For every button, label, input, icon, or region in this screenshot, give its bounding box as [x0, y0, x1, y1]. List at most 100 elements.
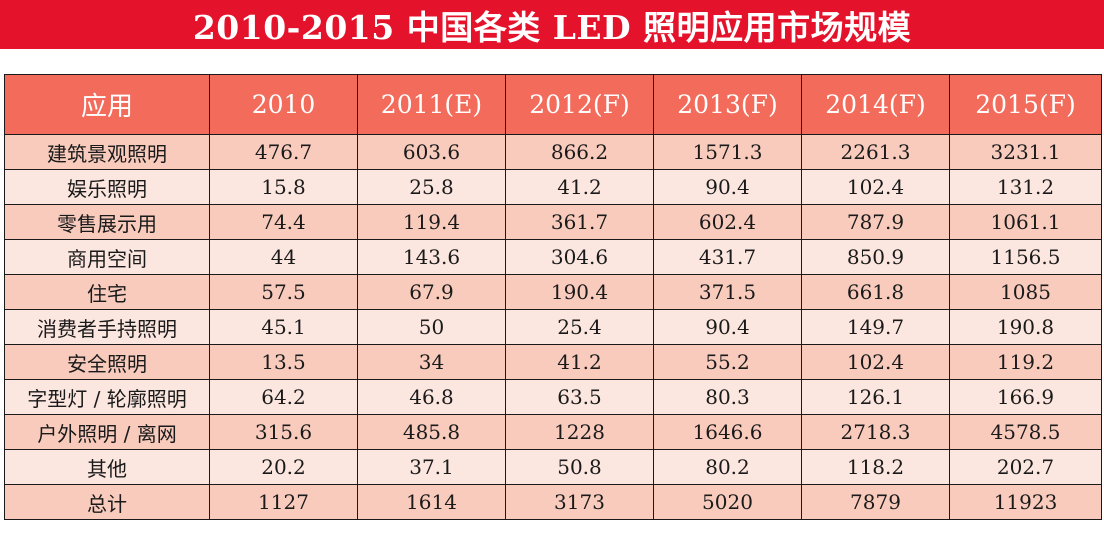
value-cell: 1156.5 — [949, 239, 1102, 275]
value-cell: 118.2 — [801, 449, 950, 485]
value-cell: 371.5 — [653, 274, 802, 310]
value-cell: 4578.5 — [949, 414, 1102, 450]
value-cell: 25.8 — [357, 169, 506, 205]
title-bar: 2010-2015 中国各类 LED 照明应用市场规模 — [0, 0, 1104, 49]
row-label: 字型灯 / 轮廓照明 — [4, 379, 210, 415]
value-cell: 485.8 — [357, 414, 506, 450]
value-cell: 1646.6 — [653, 414, 802, 450]
chart-title: 2010-2015 中国各类 LED 照明应用市场规模 — [192, 7, 912, 47]
value-cell: 11923 — [949, 484, 1102, 520]
value-cell: 602.4 — [653, 204, 802, 240]
table-row: 其他 20.2 37.1 50.8 80.2 118.2 202.7 — [4, 449, 1102, 485]
table-body: 建筑景观照明 476.7 603.6 866.2 1571.3 2261.3 3231.1 娱… — [4, 134, 1102, 520]
value-cell: 190.8 — [949, 309, 1102, 345]
row-label: 其他 — [4, 449, 210, 485]
value-cell: 55.2 — [653, 344, 802, 380]
value-cell: 37.1 — [357, 449, 506, 485]
value-cell: 50 — [357, 309, 506, 345]
row-label: 零售展示用 — [4, 204, 210, 240]
value-cell: 44 — [209, 239, 358, 275]
header-cell-application: 应用 — [4, 74, 210, 135]
value-cell: 361.7 — [505, 204, 654, 240]
table-row: 商用空间 44 143.6 304.6 431.7 850.9 1156.5 — [4, 239, 1102, 275]
table-row: 零售展示用 74.4 119.4 361.7 602.4 787.9 1061.1 — [4, 204, 1102, 240]
value-cell: 63.5 — [505, 379, 654, 415]
value-cell: 431.7 — [653, 239, 802, 275]
header-cell-year: 2012(F) — [505, 74, 654, 135]
value-cell: 1127 — [209, 484, 358, 520]
header-cell-year: 2011(E) — [357, 74, 506, 135]
value-cell: 50.8 — [505, 449, 654, 485]
value-cell: 41.2 — [505, 169, 654, 205]
value-cell: 1614 — [357, 484, 506, 520]
market-size-table-container: 应用 2010 2011(E) 2012(F) 2013(F) 2014(F) 2015(F… — [4, 74, 1102, 520]
value-cell: 850.9 — [801, 239, 950, 275]
header-cell-year: 2013(F) — [653, 74, 802, 135]
value-cell: 34 — [357, 344, 506, 380]
value-cell: 304.6 — [505, 239, 654, 275]
row-label: 消费者手持照明 — [4, 309, 210, 345]
value-cell: 41.2 — [505, 344, 654, 380]
value-cell: 315.6 — [209, 414, 358, 450]
header-cell-year: 2010 — [209, 74, 358, 135]
value-cell: 5020 — [653, 484, 802, 520]
value-cell: 1061.1 — [949, 204, 1102, 240]
value-cell: 2261.3 — [801, 134, 950, 170]
value-cell: 190.4 — [505, 274, 654, 310]
value-cell: 476.7 — [209, 134, 358, 170]
value-cell: 119.4 — [357, 204, 506, 240]
value-cell: 119.2 — [949, 344, 1102, 380]
value-cell: 80.2 — [653, 449, 802, 485]
row-label: 住宅 — [4, 274, 210, 310]
table-row: 娱乐照明 15.8 25.8 41.2 90.4 102.4 131.2 — [4, 169, 1102, 205]
table-row: 安全照明 13.5 34 41.2 55.2 102.4 119.2 — [4, 344, 1102, 380]
value-cell: 126.1 — [801, 379, 950, 415]
value-cell: 67.9 — [357, 274, 506, 310]
table-row: 住宅 57.5 67.9 190.4 371.5 661.8 1085 — [4, 274, 1102, 310]
row-label: 户外照明 / 离网 — [4, 414, 210, 450]
value-cell: 102.4 — [801, 344, 950, 380]
table-row: 消费者手持照明 45.1 50 25.4 90.4 149.7 190.8 — [4, 309, 1102, 345]
value-cell: 202.7 — [949, 449, 1102, 485]
value-cell: 74.4 — [209, 204, 358, 240]
value-cell: 866.2 — [505, 134, 654, 170]
row-label: 总计 — [4, 484, 210, 520]
row-label: 娱乐照明 — [4, 169, 210, 205]
value-cell: 3173 — [505, 484, 654, 520]
value-cell: 64.2 — [209, 379, 358, 415]
value-cell: 80.3 — [653, 379, 802, 415]
table-header-row: 应用 2010 2011(E) 2012(F) 2013(F) 2014(F) 2015(F… — [4, 74, 1102, 135]
value-cell: 15.8 — [209, 169, 358, 205]
value-cell: 661.8 — [801, 274, 950, 310]
header-cell-year: 2014(F) — [801, 74, 950, 135]
value-cell: 7879 — [801, 484, 950, 520]
value-cell: 1571.3 — [653, 134, 802, 170]
value-cell: 149.7 — [801, 309, 950, 345]
value-cell: 166.9 — [949, 379, 1102, 415]
value-cell: 20.2 — [209, 449, 358, 485]
value-cell: 102.4 — [801, 169, 950, 205]
value-cell: 90.4 — [653, 169, 802, 205]
value-cell: 787.9 — [801, 204, 950, 240]
table-row: 字型灯 / 轮廓照明 64.2 46.8 63.5 80.3 126.1 166.9 — [4, 379, 1102, 415]
value-cell: 13.5 — [209, 344, 358, 380]
value-cell: 3231.1 — [949, 134, 1102, 170]
value-cell: 46.8 — [357, 379, 506, 415]
value-cell: 603.6 — [357, 134, 506, 170]
row-label: 商用空间 — [4, 239, 210, 275]
value-cell: 1228 — [505, 414, 654, 450]
value-cell: 45.1 — [209, 309, 358, 345]
value-cell: 143.6 — [357, 239, 506, 275]
table-row: 户外照明 / 离网 315.6 485.8 1228 1646.6 2718.3 4578.… — [4, 414, 1102, 450]
value-cell: 57.5 — [209, 274, 358, 310]
table-row: 建筑景观照明 476.7 603.6 866.2 1571.3 2261.3 3231.1 — [4, 134, 1102, 170]
row-label: 安全照明 — [4, 344, 210, 380]
market-size-table: 应用 2010 2011(E) 2012(F) 2013(F) 2014(F) 2015(F… — [4, 74, 1102, 520]
table-row: 总计 1127 1614 3173 5020 7879 11923 — [4, 484, 1102, 520]
row-label: 建筑景观照明 — [4, 134, 210, 170]
value-cell: 131.2 — [949, 169, 1102, 205]
value-cell: 1085 — [949, 274, 1102, 310]
value-cell: 25.4 — [505, 309, 654, 345]
value-cell: 90.4 — [653, 309, 802, 345]
